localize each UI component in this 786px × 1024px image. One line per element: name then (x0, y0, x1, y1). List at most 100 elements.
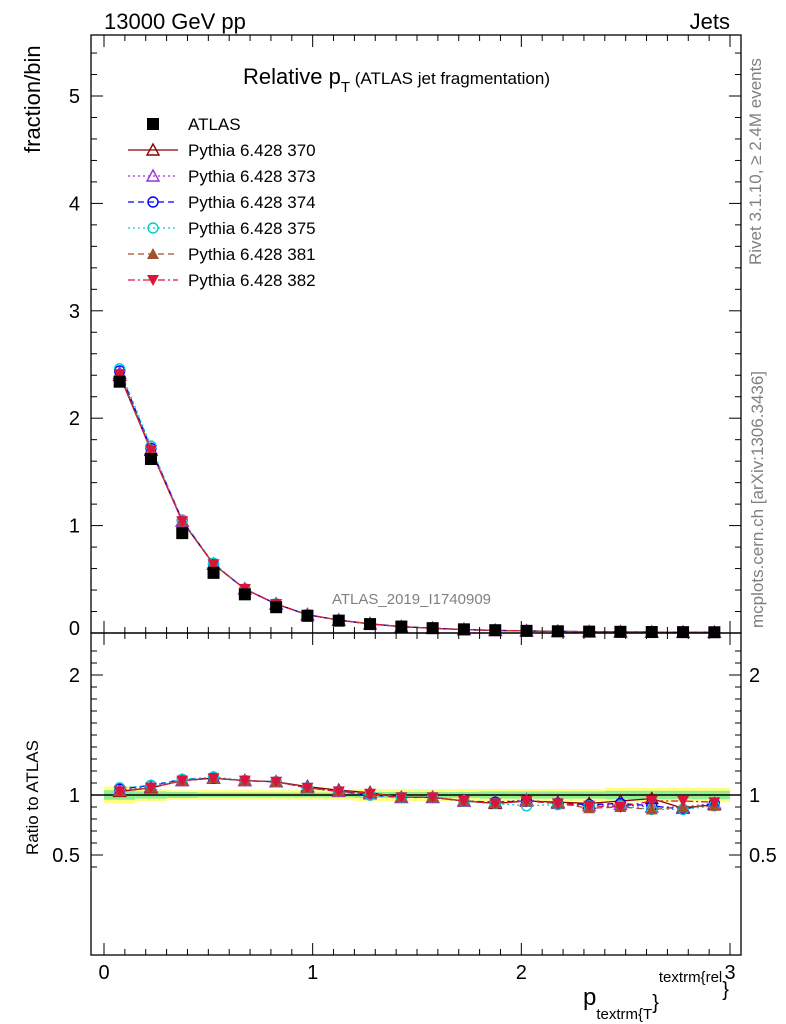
y-tick-label: 2 (69, 408, 80, 430)
atlas-data-point (708, 626, 721, 639)
y-tick-label: 3 (69, 301, 80, 323)
legend-entry: ATLAS (147, 115, 241, 134)
legend-marker-atlas (147, 118, 159, 130)
atlas-data-point (301, 609, 314, 622)
analysis-watermark: ATLAS_2019_I1740909 (332, 591, 491, 608)
series-line-p382 (119, 777, 715, 808)
title-paren: (ATLAS jet fragmentation) (350, 69, 550, 88)
series-marker-p381 (645, 803, 658, 815)
ratio-panel-frame (90, 632, 742, 956)
ratio-y-tick-label-right: 2 (749, 665, 760, 687)
x-axis-label: ptextrm{T}textrm{rel} (583, 969, 729, 1023)
legend-entry: Pythia 6.428 382 (128, 271, 316, 290)
series-marker-p382 (677, 796, 690, 807)
atlas-data-point (426, 622, 439, 635)
y-tick-label: 1 (69, 516, 80, 538)
series-marker-p382 (113, 786, 126, 798)
series-marker-p382 (207, 773, 220, 785)
atlas-data-point (489, 624, 502, 637)
series-marker-p382 (176, 775, 189, 787)
series-marker-p382 (426, 792, 439, 804)
legend-entry: Pythia 6.428 381 (128, 245, 316, 264)
x-tick-label: 0 (98, 962, 109, 984)
atlas-data-point (207, 566, 220, 579)
atlas-data-point (176, 527, 189, 540)
legend-marker-p381 (147, 248, 159, 259)
plot-title: Relative pT (ATLAS jet fragmentation) (243, 64, 550, 96)
ratio-panel-axes: 0 1 2 3 0.5 0.5 1 1 2 2 (52, 633, 777, 984)
legend-label: Pythia 6.428 375 (188, 219, 316, 238)
legend-marker-p370 (145, 142, 161, 156)
ratio-ylabel: Ratio to ATLAS (23, 740, 42, 855)
legend-label: Pythia 6.428 370 (188, 141, 316, 160)
y-tick-label: 5 (69, 86, 80, 108)
xlabel-p: p (583, 984, 596, 1011)
legend-label: Pythia 6.428 382 (188, 271, 316, 290)
legend-label: ATLAS (188, 115, 241, 134)
series-marker-p382 (176, 516, 189, 528)
ratio-panel-series (112, 770, 722, 816)
legend-marker-p382 (147, 275, 159, 286)
series-marker-p382 (551, 798, 564, 810)
main-panel-axes: 0 1 2 3 4 5 (69, 35, 741, 640)
y-tick-label: 0 (69, 618, 80, 640)
legend-entry: Pythia 6.428 375 (128, 219, 316, 238)
mcplots-credit-label: mcplots.cern.ch [arXiv:1306.3436] (748, 371, 767, 628)
atlas-data-point (614, 625, 627, 638)
series-marker-p382 (270, 776, 283, 788)
atlas-data-point (144, 453, 157, 466)
header-energy-label: 13000 GeV pp (104, 9, 246, 34)
ratio-y-tick-label: 2 (69, 665, 80, 687)
series-marker-p382 (489, 798, 502, 810)
legend-marker-p375 (147, 222, 159, 234)
atlas-data-point (238, 588, 251, 601)
series-marker-p382 (301, 782, 314, 794)
ratio-y-tick-label: 1 (69, 785, 80, 807)
atlas-data-point (395, 620, 408, 633)
series-marker-p382 (645, 796, 658, 807)
series-marker-p382 (207, 559, 220, 571)
legend-label: Pythia 6.428 381 (188, 245, 316, 264)
series-marker-p382 (520, 796, 533, 807)
atlas-data-point (583, 625, 596, 638)
series-marker-p382 (144, 782, 157, 794)
main-ylabel: fraction/bin (20, 45, 45, 153)
atlas-data-point (270, 601, 283, 614)
rivet-version-label: Rivet 3.1.10, ≥ 2.4M events (746, 58, 765, 265)
legend-entry: Pythia 6.428 373 (128, 167, 316, 186)
series-marker-p382 (364, 788, 377, 800)
ratio-y-tick-label-right: 0.5 (749, 845, 777, 867)
title-subscript: T (341, 79, 350, 96)
header-process-label: Jets (690, 9, 730, 34)
atlas-data-point (457, 623, 470, 636)
x-tick-label: 2 (516, 962, 527, 984)
series-marker-p382 (144, 445, 157, 457)
title-main: Relative p (243, 64, 341, 89)
x-tick-label: 1 (307, 962, 318, 984)
series-marker-p382 (583, 800, 596, 812)
legend-label: Pythia 6.428 374 (188, 193, 316, 212)
xlabel-tail: } (722, 979, 729, 1001)
atlas-data-point (551, 625, 564, 638)
series-marker-p382 (332, 786, 345, 798)
ratio-y-tick-label: 0.5 (52, 845, 80, 867)
ratio-y-tick-label-right: 1 (749, 785, 760, 807)
legend-marker-p373 (145, 168, 161, 182)
atlas-data-point (332, 614, 345, 627)
xlabel-subscript: textrm{T (596, 1006, 652, 1023)
legend-entry: Pythia 6.428 374 (128, 193, 316, 212)
series-marker-p382 (113, 369, 126, 381)
legend-marker-p374 (147, 196, 159, 208)
legend-entry: Pythia 6.428 370 (128, 141, 316, 160)
y-tick-label: 4 (69, 193, 80, 215)
atlas-data-point (520, 624, 533, 637)
xlabel-superscript: textrm{rel (659, 969, 722, 986)
series-marker-p382 (395, 792, 408, 804)
series-marker-p382 (457, 796, 470, 807)
xlabel-brace: } (652, 992, 659, 1014)
atlas-data-point (113, 375, 126, 388)
series-marker-p382 (238, 775, 251, 787)
atlas-data-point (645, 626, 658, 639)
legend: ATLAS Pythia 6.428 370 Pythia 6.428 373 Pyt… (128, 115, 316, 290)
